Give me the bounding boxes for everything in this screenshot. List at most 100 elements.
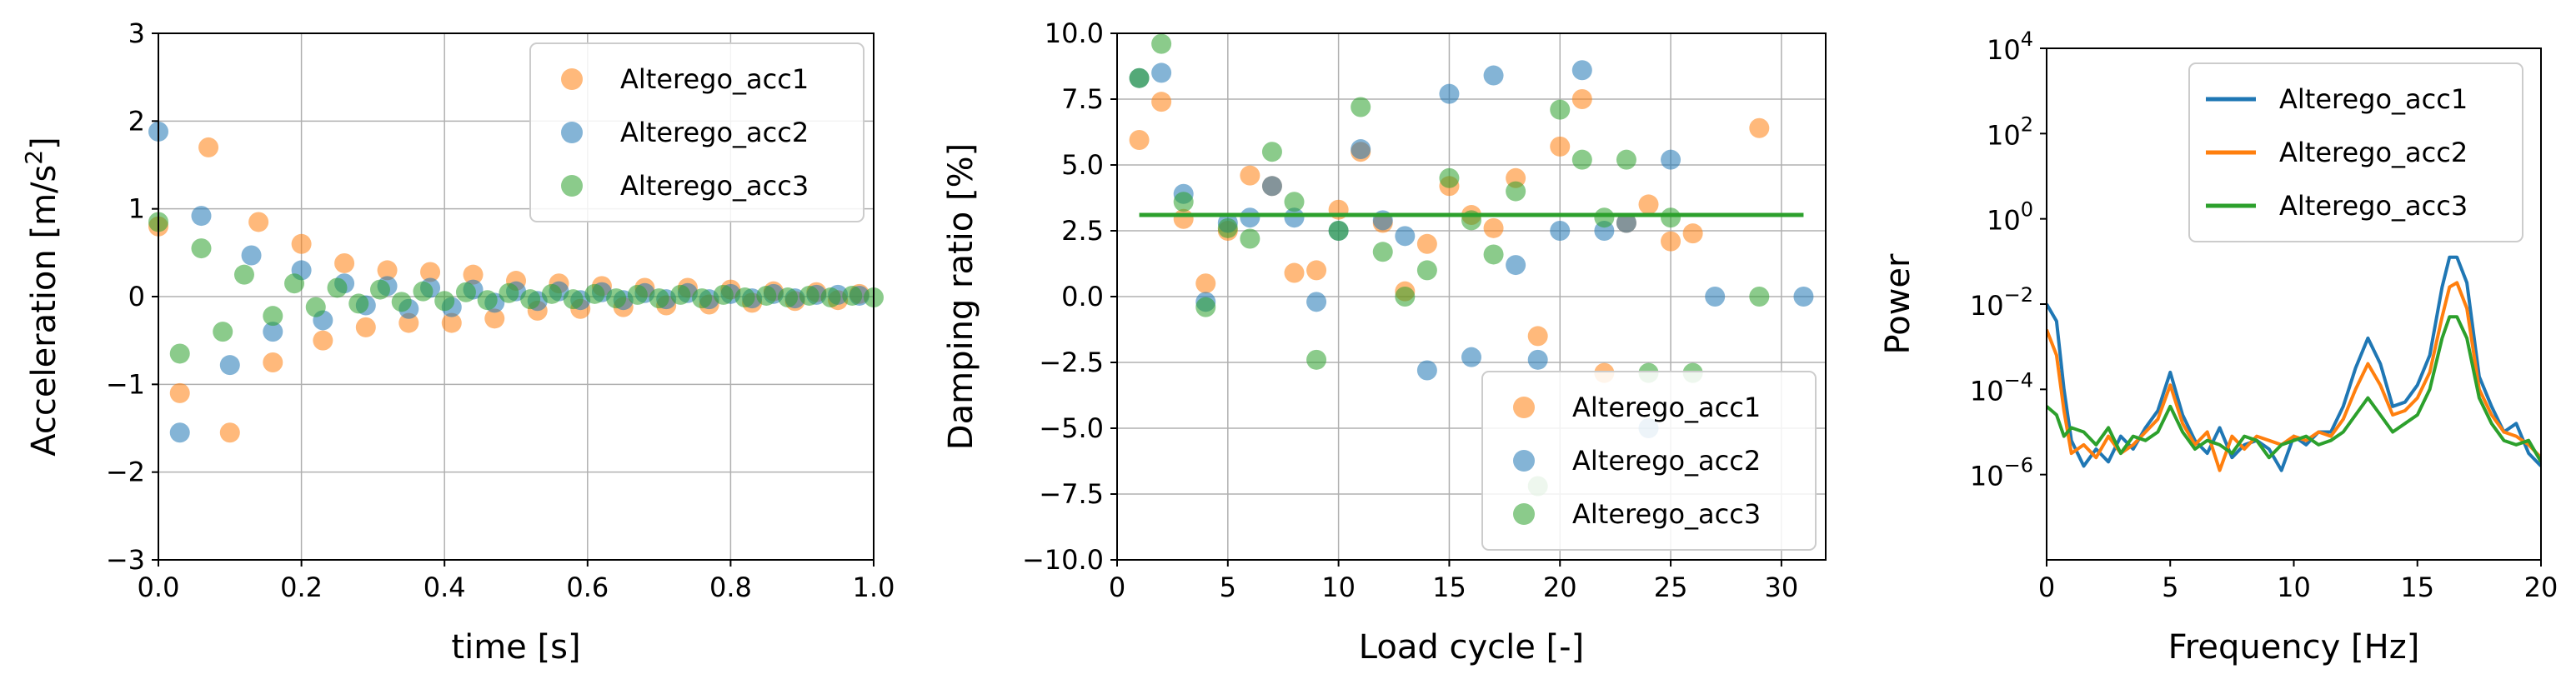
data-point (1151, 33, 1172, 54)
data-point (1261, 176, 1282, 197)
data-point (369, 279, 390, 300)
series-Alterego_acc3 (1129, 33, 1770, 497)
data-point (284, 273, 305, 294)
data-point (219, 422, 240, 443)
tick-label-x: 20 (2524, 572, 2558, 603)
tick-label-exponent: −2 (2004, 283, 2033, 307)
tick-label-x: 0 (1109, 572, 1125, 603)
y-axis-label: Damping ratio [%] (942, 143, 980, 450)
legend-marker (1513, 450, 1535, 472)
data-point (606, 288, 627, 309)
data-point (1550, 136, 1571, 157)
legend-label: Alterego_acc2 (620, 117, 809, 148)
data-point (670, 284, 691, 305)
tick-label-x: 10 (1321, 572, 1356, 603)
data-point (1328, 221, 1349, 241)
data-point (198, 137, 219, 157)
data-point (1195, 297, 1216, 317)
data-point (291, 233, 312, 254)
tick-label-y: 10−6 (1970, 454, 2033, 492)
tick-label-y: 10.0 (1045, 17, 1104, 49)
chart-damping-ratio: 0 5 10 15 20 25 30 −10.0 −7.5 −5.0 −2.5 0.0 2.5 5.0 7.… (942, 17, 1827, 667)
data-point (241, 245, 262, 266)
data-point (563, 289, 584, 310)
legend-label: Alterego_acc3 (2279, 190, 2468, 222)
legend-label: Alterego_acc2 (2279, 137, 2468, 168)
tick-label-base: 10 (1970, 290, 2004, 322)
data-point (1571, 149, 1592, 170)
data-point (1351, 97, 1371, 117)
data-point (734, 287, 755, 308)
tick-label-x: 15 (2400, 572, 2434, 603)
data-point (413, 281, 434, 302)
data-point (334, 252, 355, 273)
legend-marker (561, 122, 583, 143)
data-point (799, 285, 819, 306)
legend-label: Alterego_acc2 (1572, 445, 1761, 477)
data-point (1151, 62, 1172, 83)
data-point (1483, 217, 1504, 238)
data-point (484, 308, 505, 329)
data-point (1793, 287, 1814, 307)
data-point (1217, 217, 1238, 238)
tick-label-y: 2.5 (1061, 215, 1104, 247)
data-point (1395, 287, 1416, 307)
legend: Alterego_acc1 Alterego_acc2 Alterego_acc3 (1481, 371, 1817, 551)
data-point (1416, 360, 1437, 381)
data-point (1638, 194, 1659, 215)
y-axis-label: Acceleration [m/s2] (20, 137, 63, 457)
legend-marker (561, 175, 583, 197)
data-point (1173, 208, 1194, 229)
data-point (169, 343, 190, 364)
data-point (1151, 92, 1172, 112)
tick-label-y: 10−2 (1970, 283, 2033, 322)
legend-label: Alterego_acc1 (1572, 392, 1761, 423)
legend-marker (1513, 397, 1535, 418)
tick-label-x: 5 (2162, 572, 2178, 603)
data-point (541, 283, 562, 304)
series-Alterego_acc2 (1129, 60, 1814, 438)
data-point (649, 288, 669, 309)
data-point (1461, 347, 1481, 367)
data-point (1506, 181, 1526, 202)
data-point (627, 284, 648, 305)
data-point (420, 262, 441, 282)
tick-label-y: −1 (106, 368, 145, 400)
y-axis-label-end: ] (25, 137, 63, 150)
tick-label-x: 0.8 (709, 572, 752, 603)
data-point (263, 322, 283, 342)
data-point (1705, 287, 1726, 307)
data-point (248, 212, 269, 232)
data-point (327, 277, 348, 298)
tick-label-x: 0.0 (138, 572, 180, 603)
data-point (842, 285, 863, 306)
data-point (1550, 221, 1571, 241)
tick-label-x: 30 (1765, 572, 1799, 603)
legend-marker (561, 68, 583, 90)
data-point (1594, 207, 1615, 228)
data-point (355, 317, 376, 337)
data-point (398, 312, 419, 333)
tick-label-y: 0 (128, 281, 145, 312)
data-point (1372, 242, 1393, 262)
data-point (441, 312, 462, 333)
data-point (191, 238, 212, 259)
data-point (520, 289, 541, 310)
tick-label-x: 0.4 (423, 572, 466, 603)
data-point (1439, 167, 1460, 188)
data-point (1483, 65, 1504, 86)
legend-box (529, 42, 865, 222)
legend-label: Alterego_acc1 (620, 63, 809, 95)
data-point (455, 282, 476, 302)
data-point (692, 288, 713, 309)
tick-label-base: 10 (1987, 205, 2021, 237)
tick-label-y: −7.5 (1039, 478, 1104, 510)
tick-label-y: 0.0 (1061, 281, 1104, 312)
tick-label-x: 20 (1543, 572, 1577, 603)
tick-label-x: 0.2 (280, 572, 323, 603)
data-point (1129, 67, 1150, 88)
series-group (2047, 255, 2541, 472)
data-point (1173, 192, 1194, 212)
tick-label-y: −10.0 (1022, 544, 1104, 576)
